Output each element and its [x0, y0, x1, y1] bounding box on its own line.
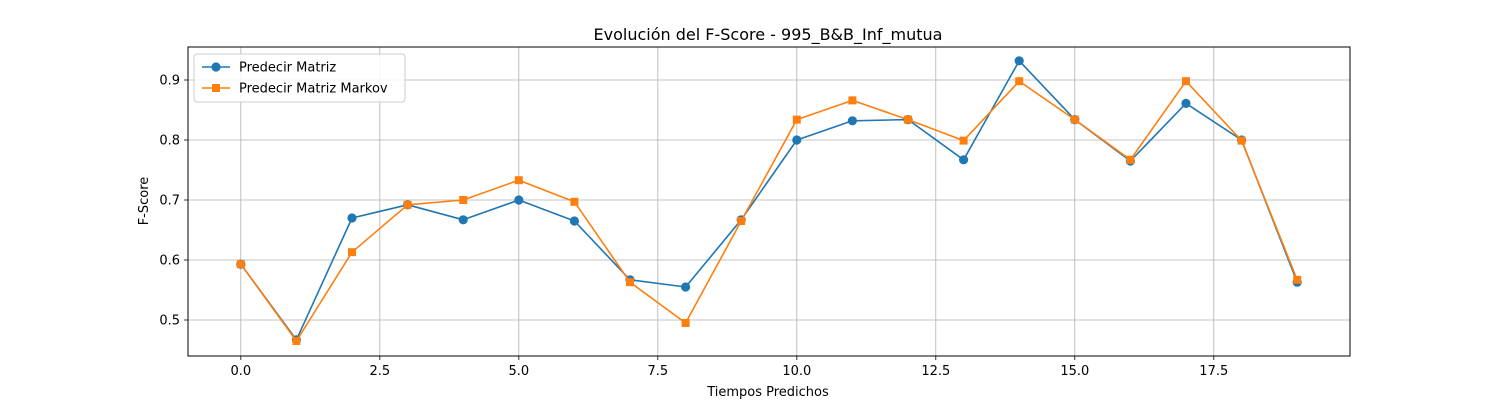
data-point — [792, 135, 802, 145]
x-tick-label: 17.5 — [1199, 364, 1228, 379]
data-point — [459, 196, 468, 204]
data-point — [1014, 56, 1024, 66]
data-point — [1070, 115, 1079, 124]
x-tick-label: 7.5 — [647, 364, 668, 379]
series-2 — [236, 77, 1302, 345]
series-line — [240, 80, 1298, 342]
legend-box — [193, 53, 406, 103]
x-tick-label: 5.0 — [508, 364, 529, 379]
data-point — [514, 195, 524, 205]
legend-marker — [212, 84, 220, 92]
y-tick-label: 0.6 — [159, 254, 180, 269]
data-point — [626, 278, 635, 287]
y-tick-label: 0.5 — [159, 314, 180, 329]
data-point — [570, 197, 579, 206]
legend-label: Predecir Matriz Markov — [239, 82, 388, 97]
data-point — [569, 216, 580, 226]
legend-label: Predecir Matriz — [239, 61, 336, 76]
data-point — [403, 200, 412, 209]
x-axis-label: Tiempos Predichos — [706, 385, 829, 400]
data-point — [958, 155, 969, 165]
grid-lines — [188, 47, 1350, 356]
y-axis-label: F-Score — [137, 177, 152, 226]
legend-item: Predecir Matriz — [202, 61, 336, 76]
data-point — [848, 96, 857, 105]
data-point — [1293, 275, 1302, 284]
data-point — [1237, 136, 1246, 145]
data-point — [847, 116, 857, 126]
data-point — [348, 248, 357, 257]
legend-item: Predecir Matriz Markov — [202, 82, 388, 97]
data-point — [792, 115, 801, 124]
x-tick-label: 15.0 — [1060, 364, 1089, 379]
data-point — [681, 319, 690, 327]
data-point — [737, 217, 746, 225]
data-point — [236, 260, 245, 269]
data-point — [1015, 77, 1024, 86]
x-tick-label: 2.5 — [369, 364, 390, 379]
x-tick-label: 10.0 — [782, 364, 811, 379]
data-point — [903, 115, 912, 124]
x-axis-ticks: 0.0 2.5 5.0 7.5 10.0 12.5 15.0 17.5 — [230, 356, 1228, 379]
plot-frame — [187, 46, 1351, 357]
data-point — [1181, 77, 1190, 86]
data-point — [681, 282, 691, 292]
legend-marker — [211, 62, 221, 72]
series-line — [240, 59, 1298, 341]
data-point — [514, 176, 523, 185]
y-tick-label: 0.9 — [159, 74, 180, 89]
x-tick-label: 12.5 — [921, 364, 950, 379]
plot-series — [236, 56, 1302, 345]
data-point — [959, 136, 968, 145]
y-tick-label: 0.8 — [159, 134, 180, 149]
data-point — [1126, 155, 1135, 164]
chart-title: Evolución del F-Score - 995_B&B_Inf_mutu… — [594, 25, 943, 45]
data-point — [292, 337, 301, 345]
data-point — [347, 213, 357, 223]
legend: Predecir Matriz Predecir Matriz Markov — [193, 53, 406, 103]
y-axis-ticks: 0.5 0.6 0.7 0.8 0.9 — [159, 74, 188, 329]
data-point — [1181, 98, 1191, 108]
x-tick-label: 0.0 — [230, 364, 251, 379]
y-tick-label: 0.7 — [159, 194, 180, 209]
data-point — [458, 215, 468, 225]
